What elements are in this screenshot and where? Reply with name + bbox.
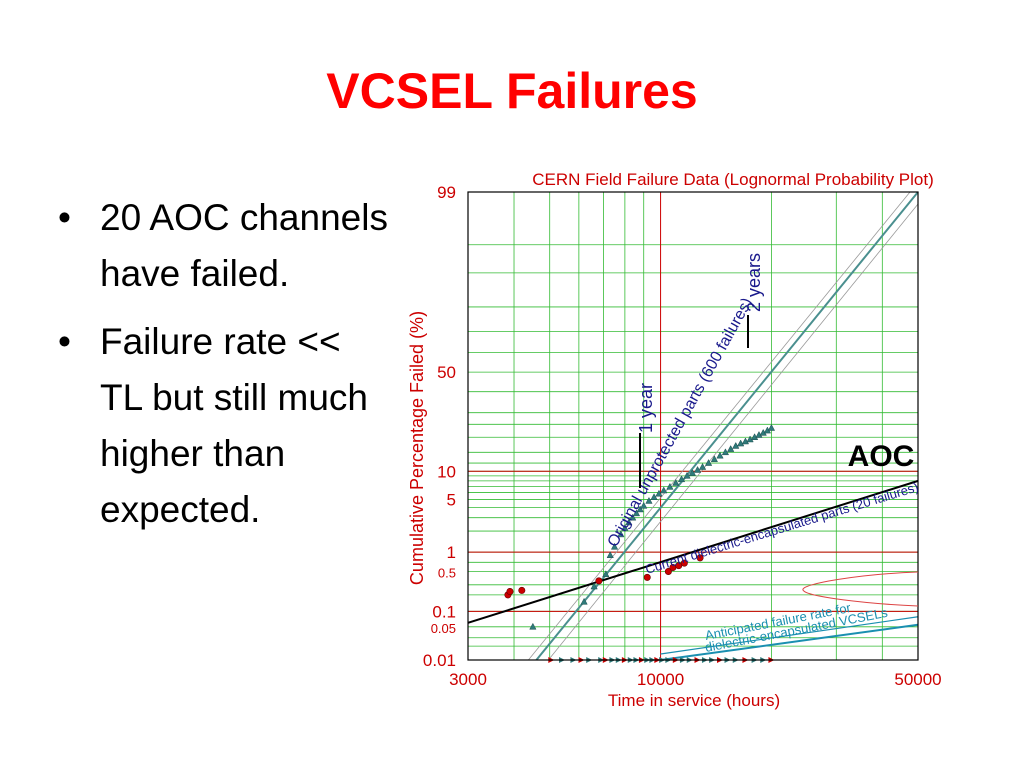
data-point (518, 586, 526, 594)
data-point (645, 496, 653, 504)
y-tick-label: 99 (437, 183, 456, 202)
data-point (660, 486, 668, 494)
bullet-list: • 20 AOC channels have failed. • Failure r… (58, 190, 388, 550)
fit-line (660, 623, 919, 661)
data-point (688, 469, 696, 476)
y-tick-label: 1 (447, 543, 456, 562)
x-tick-label: 10000 (637, 670, 684, 689)
plot-grid (467, 191, 919, 661)
tick-labels: 3000 10000 50000 99 50 10 5 1 0.5 0.10.05 0.01 (423, 183, 942, 689)
data-point (741, 437, 750, 445)
two-years-label: 2 years (744, 253, 764, 312)
bullet-text: Failure rate << TL but still much higher… (100, 321, 368, 530)
y-tick-label: 10 (437, 462, 456, 481)
aoc-label: AOC (848, 440, 915, 473)
data-point (664, 568, 672, 576)
x-tick-label: 50000 (894, 670, 941, 689)
data-point (595, 577, 603, 585)
bullet-item: • Failure rate << TL but still much highe… (58, 314, 388, 538)
y-tick-label: 0.05 (431, 621, 456, 636)
slide-title: VCSEL Failures (326, 63, 698, 119)
data-point (677, 475, 686, 483)
data-point (632, 509, 641, 517)
data-point (672, 478, 680, 486)
y-tick-label: 50 (437, 363, 456, 382)
data-point (732, 441, 740, 449)
bullet-dot-icon: • (58, 197, 71, 238)
data-point (680, 559, 688, 567)
data-point (683, 471, 691, 479)
data-point (666, 482, 674, 490)
data-point (704, 459, 713, 466)
data-point (737, 439, 745, 447)
one-year-label: 1 year (636, 383, 656, 433)
y-tick-label: 0.5 (438, 566, 456, 581)
chart-title: CERN Field Failure Data (Lognormal Proba… (532, 170, 934, 189)
confidence-band-line (548, 203, 919, 661)
confidence-band-line (528, 191, 911, 661)
x-tick-label: 3000 (449, 670, 487, 689)
data-point (506, 587, 514, 595)
data-point (629, 513, 637, 521)
data-point (698, 463, 707, 470)
data-point (621, 523, 629, 531)
data-point (643, 573, 651, 581)
data-point (675, 562, 683, 570)
data-point (710, 455, 719, 463)
data-point (602, 570, 610, 578)
data-point (610, 542, 619, 550)
bullet-item: • 20 AOC channels have failed. (58, 190, 388, 302)
fit-line (660, 616, 919, 655)
data-point (529, 622, 537, 630)
data-point (716, 451, 724, 459)
data-point (617, 530, 625, 538)
data-point (590, 582, 598, 590)
fit-line (467, 479, 919, 624)
distribution-curve (802, 571, 919, 607)
data-point (640, 501, 648, 509)
original-parts-label: Original unprotected parts (600 failures… (605, 295, 757, 550)
data-point (696, 554, 704, 562)
data-point (636, 505, 644, 513)
bullet-text: 20 AOC channels have failed. (100, 197, 388, 294)
y-tick-label: 0.01 (423, 651, 456, 670)
plot-frame (467, 191, 919, 661)
bullet-dot-icon: • (58, 321, 71, 362)
fit-line (535, 191, 919, 661)
data-point (767, 423, 776, 431)
data-point (625, 518, 633, 526)
data-point (650, 493, 658, 500)
x-axis-label: Time in service (hours) (608, 691, 780, 710)
y-axis-label: Cumulative Percentage Failed (%) (407, 311, 427, 585)
data-point (721, 448, 730, 456)
y-tick-label: 5 (447, 490, 456, 509)
data-point (580, 597, 588, 605)
data-point (606, 551, 614, 558)
fit-lines (467, 191, 919, 661)
y-tick-label: 0.1 (432, 602, 456, 621)
